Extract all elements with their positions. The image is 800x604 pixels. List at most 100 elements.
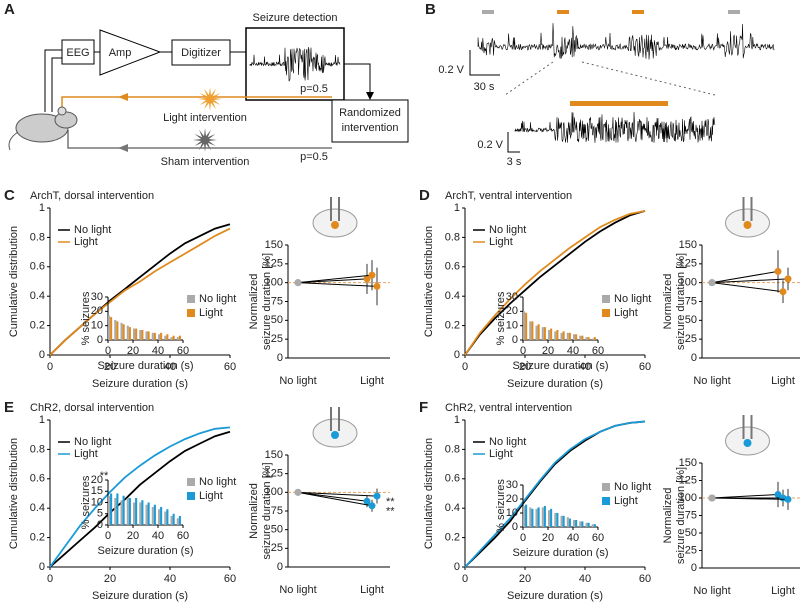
- x-tick-label: 60: [224, 361, 236, 373]
- x-axis-label: Seizure duration (s): [507, 590, 603, 602]
- pair-line: [297, 282, 378, 287]
- bar: [128, 327, 131, 340]
- panel-label: F: [419, 399, 428, 416]
- dot: [294, 279, 302, 287]
- y-tick-label: 0: [691, 562, 697, 574]
- bar: [178, 516, 181, 525]
- dot: [294, 488, 302, 496]
- chart-title: ChR2, ventral intervention: [445, 402, 572, 414]
- chart-title: ChR2, dorsal intervention: [30, 402, 154, 414]
- y-tick-label: 0: [454, 561, 460, 573]
- y-axis-label: Normalized: [662, 274, 674, 330]
- x-tick-label: 60: [639, 361, 651, 373]
- x-axis-label: Seizure duration (s): [513, 547, 609, 559]
- x-tick-label: 0: [105, 530, 111, 542]
- bar: [562, 515, 565, 527]
- legend-swatch: [187, 492, 195, 500]
- legend-swatch: [187, 309, 195, 317]
- bar: [568, 332, 571, 340]
- bar: [531, 508, 534, 527]
- detection-label: Seizure detection: [253, 12, 338, 24]
- y-tick-label: 100: [679, 492, 697, 504]
- y-tick-label: 50: [271, 524, 283, 536]
- x-tick-label: 0: [462, 573, 468, 585]
- y-tick-label: 0: [97, 519, 103, 531]
- bar: [135, 328, 138, 340]
- sham-marker: [482, 10, 494, 14]
- bar: [537, 324, 540, 340]
- y-tick-label: 0.6: [30, 261, 45, 273]
- y-axis-label: Normalized: [248, 483, 260, 539]
- x-tick-label: 20: [542, 345, 554, 357]
- y-tick-label: 100: [265, 486, 283, 498]
- y-tick-label: 10: [91, 320, 103, 332]
- legend-swatch: [602, 483, 610, 491]
- optic-fiber: [330, 407, 340, 431]
- normalized-chart: 0 25 50 75 100 125 150 No light Light Normalized s…: [248, 197, 390, 387]
- y-tick-label: 100: [265, 277, 283, 289]
- bar: [120, 500, 123, 525]
- bar: [164, 335, 167, 340]
- y-tick-label: 30: [506, 479, 518, 491]
- zoom-guide: [504, 61, 716, 96]
- wire: [344, 63, 371, 96]
- sham-label: Sham intervention: [161, 156, 250, 168]
- legend-label: No light: [74, 436, 111, 448]
- y-tick-label: 1: [39, 202, 45, 214]
- light-marker: [632, 10, 644, 14]
- x-tick-label: 20: [519, 573, 531, 585]
- bar: [158, 509, 161, 525]
- bar: [116, 321, 119, 340]
- x-tick-label: Light: [771, 375, 795, 387]
- scale-bar: [469, 50, 500, 76]
- y-tick-label: 150: [265, 239, 283, 251]
- scale-bar: [507, 132, 520, 153]
- x-tick-label: 40: [152, 345, 164, 357]
- axis: [287, 245, 390, 359]
- dot: [779, 288, 787, 296]
- y-tick-label: 125: [265, 258, 283, 270]
- bar: [145, 504, 148, 525]
- bar: [550, 508, 553, 527]
- y-axis-label: % seizures: [495, 291, 507, 345]
- pair-line: [711, 278, 789, 284]
- normalized-chart: 0 25 50 75 100 125 150 No light Light Normalized s…: [662, 197, 800, 387]
- bar: [114, 319, 117, 340]
- dot: [368, 502, 376, 510]
- dot: [708, 279, 716, 287]
- y-tick-label: 0: [512, 334, 518, 346]
- dot: [363, 275, 371, 283]
- pair-line: [297, 491, 373, 507]
- legend-label: Light: [74, 236, 98, 248]
- legend-swatch: [602, 295, 610, 303]
- cdf-line: [464, 210, 646, 356]
- bar: [110, 317, 113, 340]
- bar: [554, 513, 557, 527]
- chart-title: ArchT, ventral intervention: [445, 190, 572, 202]
- pair-line: [297, 278, 368, 284]
- x-tick-label: No light: [279, 584, 316, 596]
- legend-swatch: [187, 478, 195, 486]
- y-tick-label: 20: [91, 474, 103, 486]
- bar: [122, 324, 125, 340]
- y-tick-label: 25: [271, 542, 283, 554]
- x-tick-label: 40: [567, 532, 579, 544]
- bar: [529, 507, 532, 527]
- y-tick-label: 20: [91, 305, 103, 317]
- bar: [122, 495, 125, 525]
- x-axis-label: Seizure duration (s): [98, 360, 194, 372]
- bar: [525, 312, 528, 340]
- optic-fiber: [330, 197, 340, 221]
- y-tick-label: 25: [271, 333, 283, 345]
- x-tick-label: 60: [592, 532, 604, 544]
- bar: [543, 506, 546, 527]
- x-tick-label: 60: [177, 345, 189, 357]
- y-axis-label: seizure duration [%]: [675, 253, 687, 350]
- y-tick-label: 0: [512, 521, 518, 533]
- y-tick-label: 0.8: [445, 231, 460, 243]
- y-tick-label: 0.2: [445, 532, 460, 544]
- y-tick-label: 75: [271, 295, 283, 307]
- bar: [135, 498, 138, 525]
